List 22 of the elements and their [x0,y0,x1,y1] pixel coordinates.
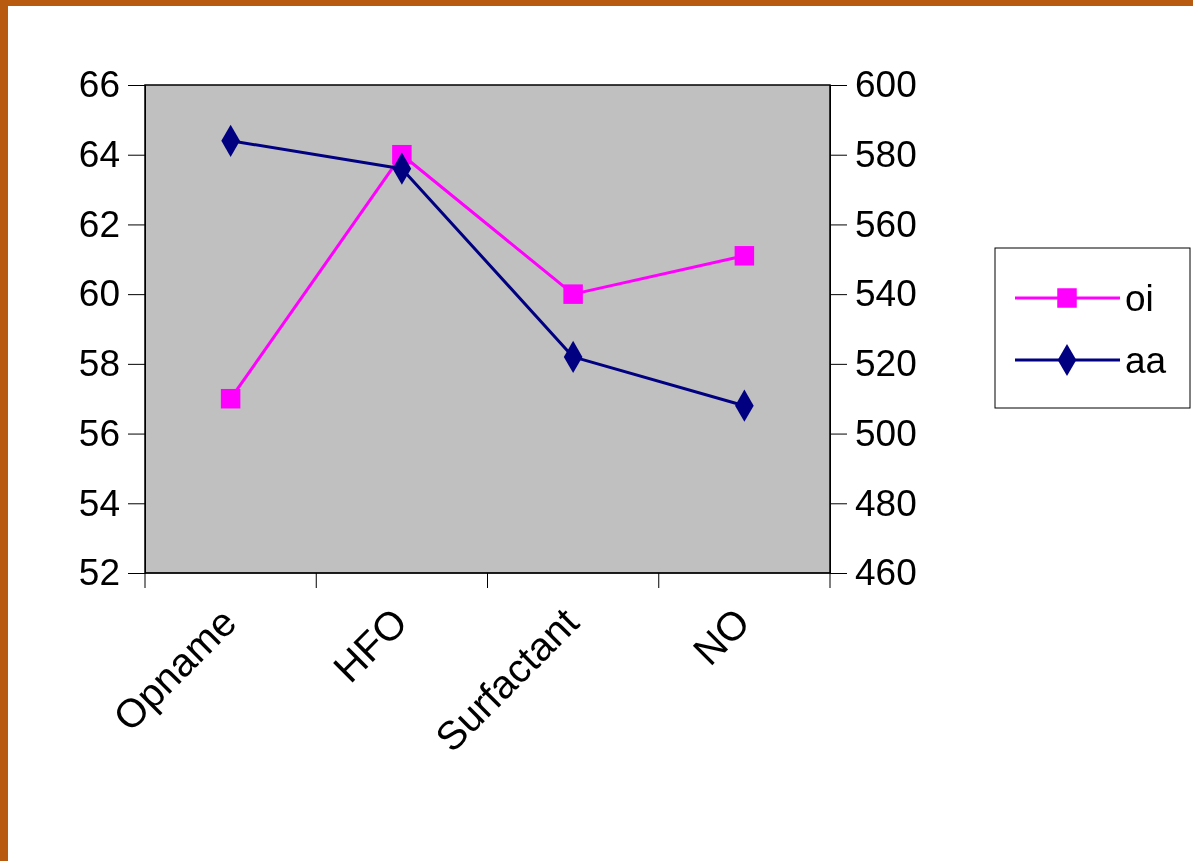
y-tick-label: 64 [78,134,120,176]
point [563,284,583,304]
y-tick-label: 58 [78,343,120,385]
legend-label: aa [1125,340,1167,381]
y-tick-label: 60 [78,273,120,315]
y-tick-label: 66 [78,64,120,106]
point [734,246,755,266]
y2-tick-label: 580 [855,134,917,176]
legend-label: oi [1125,278,1154,319]
y2-tick-label: 500 [855,412,917,454]
y-tick-label: 54 [78,482,120,524]
y2-tick-label: 520 [855,343,917,385]
y2-tick-label: 460 [855,552,917,594]
y-tick-label: 62 [78,203,120,245]
y2-tick-label: 540 [855,273,917,315]
y2-tick-label: 480 [855,482,917,524]
y2-tick-label: 600 [855,64,917,106]
y-tick-label: 56 [78,412,120,454]
point [220,388,241,409]
x-tick-label: NO [684,599,759,674]
y2-tick-label: 560 [855,203,917,245]
y-tick-label: 52 [78,552,120,594]
